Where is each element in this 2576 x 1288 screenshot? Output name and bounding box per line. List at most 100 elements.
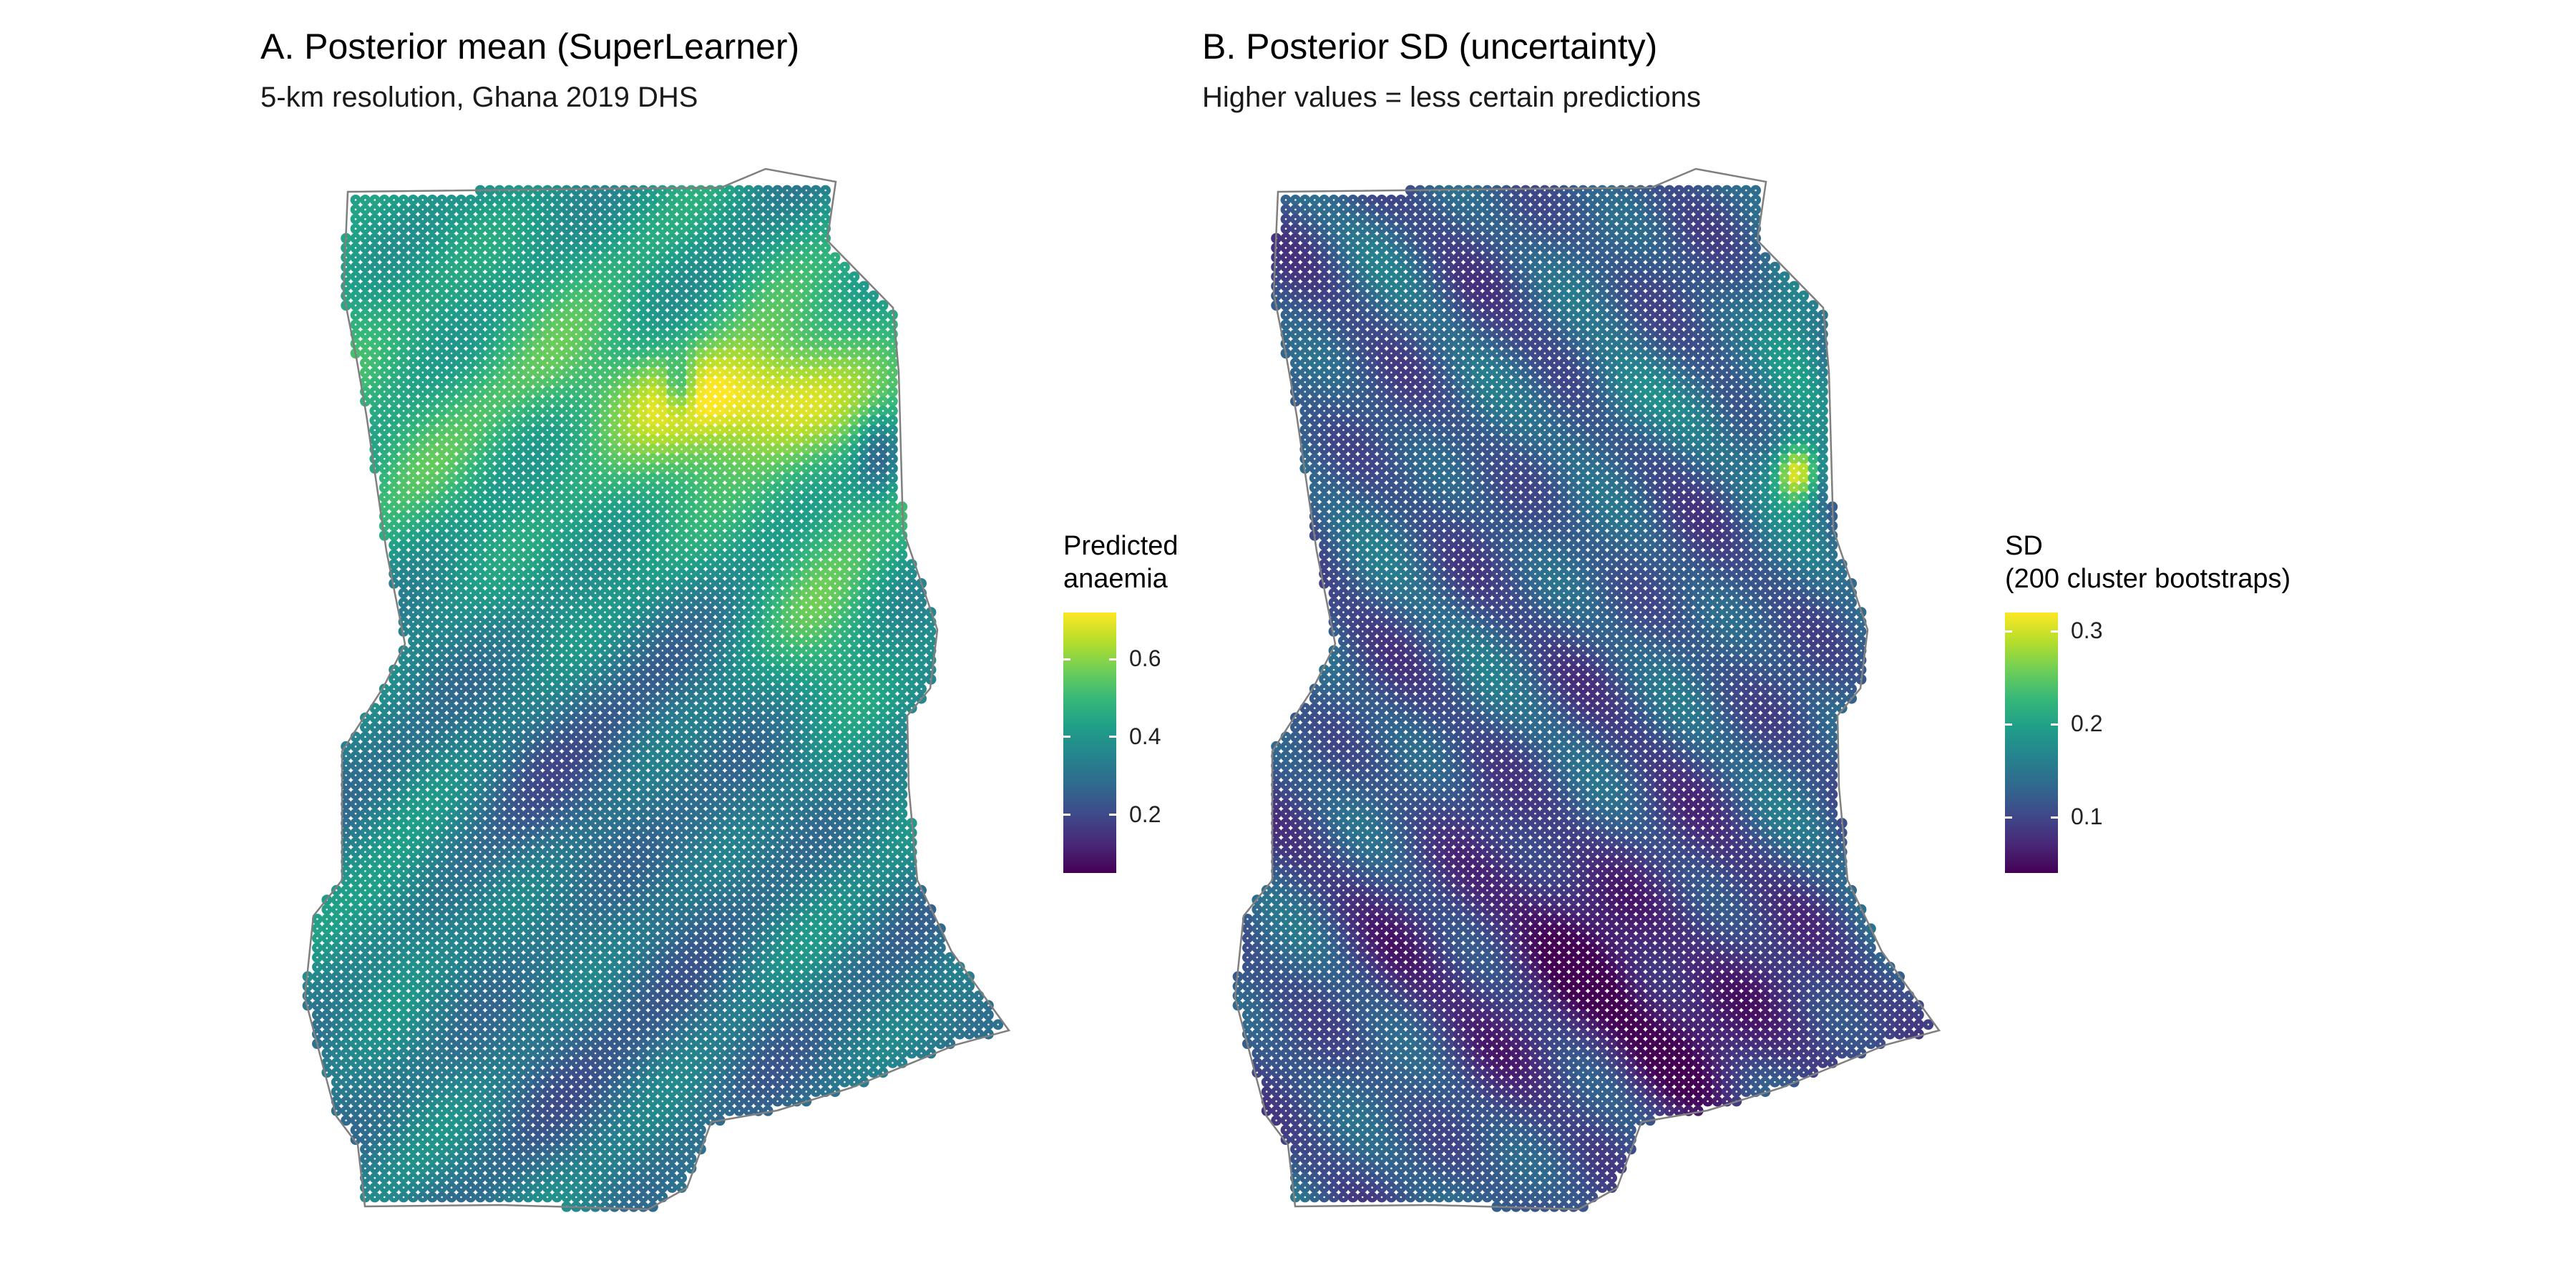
cell-centroid-dot (527, 429, 530, 431)
cell-centroid-dot (565, 285, 568, 288)
cell-centroid-dot (537, 620, 539, 623)
cell-centroid-dot (786, 582, 789, 585)
cell-centroid-dot (585, 487, 587, 489)
cell-centroid-dot (393, 409, 395, 412)
cell-centroid-dot (709, 343, 712, 345)
cell-centroid-dot (498, 228, 501, 230)
cell-centroid-dot (642, 237, 645, 240)
cell-centroid-dot (796, 343, 798, 345)
cell-centroid-dot (661, 313, 664, 316)
cell-centroid-dot (748, 457, 750, 460)
cell-centroid-dot (527, 371, 530, 374)
cell-centroid-dot (441, 611, 443, 613)
cell-centroid-dot (402, 429, 405, 431)
cell-centroid-dot (527, 477, 530, 479)
cell-centroid-dot (441, 208, 443, 211)
cell-centroid-dot (450, 592, 453, 595)
cell-centroid-dot (613, 620, 616, 623)
cell-centroid-dot (623, 582, 625, 585)
cell-centroid-dot (498, 429, 501, 431)
cell-centroid-dot (796, 582, 798, 585)
cell-centroid-dot (862, 487, 865, 489)
cell-centroid-dot (412, 208, 414, 211)
cell-centroid-dot (709, 381, 712, 384)
cell-centroid-dot (670, 371, 673, 374)
cell-centroid-dot (623, 487, 625, 489)
cell-centroid-dot (594, 535, 597, 537)
cell-centroid-dot (748, 237, 750, 240)
cell-centroid-dot (633, 189, 635, 192)
cell-centroid-dot (604, 525, 606, 527)
cell-centroid-dot (402, 535, 405, 537)
cell-centroid-dot (718, 409, 721, 412)
cell-centroid-dot (862, 313, 865, 316)
cell-centroid-dot (441, 439, 443, 441)
cell-centroid-dot (402, 467, 405, 469)
cell-centroid-dot (575, 601, 577, 604)
cell-centroid-dot (661, 343, 664, 345)
cell-centroid-dot (354, 247, 357, 249)
cell-centroid-dot (853, 323, 856, 326)
cell-centroid-dot (690, 419, 693, 421)
cell-centroid-dot (766, 448, 769, 451)
cell-centroid-dot (844, 592, 846, 595)
cell-centroid-dot (776, 563, 779, 565)
cell-centroid-dot (412, 630, 414, 633)
cell-centroid-dot (642, 592, 645, 595)
cell-centroid-dot (748, 285, 750, 288)
cell-centroid-dot (661, 323, 664, 326)
cell-centroid-dot (556, 208, 558, 211)
cell-centroid-dot (575, 409, 577, 412)
cell-centroid-dot (834, 535, 836, 537)
cell-centroid-dot (594, 544, 597, 547)
cell-centroid-dot (814, 323, 817, 326)
cell-centroid-dot (556, 265, 558, 268)
cell-centroid-dot (805, 285, 808, 288)
cell-centroid-dot (690, 247, 693, 249)
cell-centroid-dot (786, 544, 789, 547)
cell-centroid-dot (738, 237, 741, 240)
cell-centroid-dot (805, 361, 808, 364)
cell-centroid-dot (479, 323, 482, 326)
cell-centroid-dot (565, 553, 568, 556)
cell-centroid-dot (546, 496, 549, 499)
cell-centroid-dot (796, 285, 798, 288)
cell-centroid-dot (623, 525, 625, 527)
cell-centroid-dot (690, 208, 693, 211)
cell-centroid-dot (824, 228, 826, 230)
cell-centroid-dot (718, 429, 721, 431)
cell-centroid-dot (527, 419, 530, 421)
cell-centroid-dot (786, 304, 789, 307)
cell-centroid-dot (757, 592, 760, 595)
cell-centroid-dot (776, 275, 779, 278)
cell-centroid-dot (604, 601, 606, 604)
cell-centroid-dot (642, 275, 645, 278)
cell-centroid-dot (757, 256, 760, 259)
cell-centroid-dot (431, 572, 434, 575)
cell-centroid-dot (623, 601, 625, 604)
cell-centroid-dot (508, 611, 510, 613)
cell-centroid-dot (594, 371, 597, 374)
cell-centroid-dot (585, 515, 587, 517)
cell-centroid-dot (680, 285, 683, 288)
cell-centroid-dot (824, 620, 826, 623)
cell-centroid-dot (805, 429, 808, 431)
cell-centroid-dot (786, 419, 789, 421)
cell-centroid-dot (853, 525, 856, 527)
cell-centroid-dot (844, 439, 846, 441)
cell-centroid-dot (412, 275, 414, 278)
cell-centroid-dot (479, 361, 482, 364)
cell-centroid-dot (393, 553, 395, 556)
cell-centroid-dot (757, 400, 760, 403)
cell-centroid-dot (680, 218, 683, 220)
cell-centroid-dot (862, 429, 865, 431)
cell-centroid-dot (776, 592, 779, 595)
cell-centroid-dot (738, 189, 741, 192)
cell-centroid-dot (786, 343, 789, 345)
cell-centroid-dot (374, 361, 376, 364)
cell-centroid-dot (575, 477, 577, 479)
cell-centroid-dot (498, 352, 501, 355)
cell-centroid-dot (882, 505, 884, 508)
cell-centroid-dot (814, 391, 817, 393)
cell-centroid-dot (844, 381, 846, 384)
